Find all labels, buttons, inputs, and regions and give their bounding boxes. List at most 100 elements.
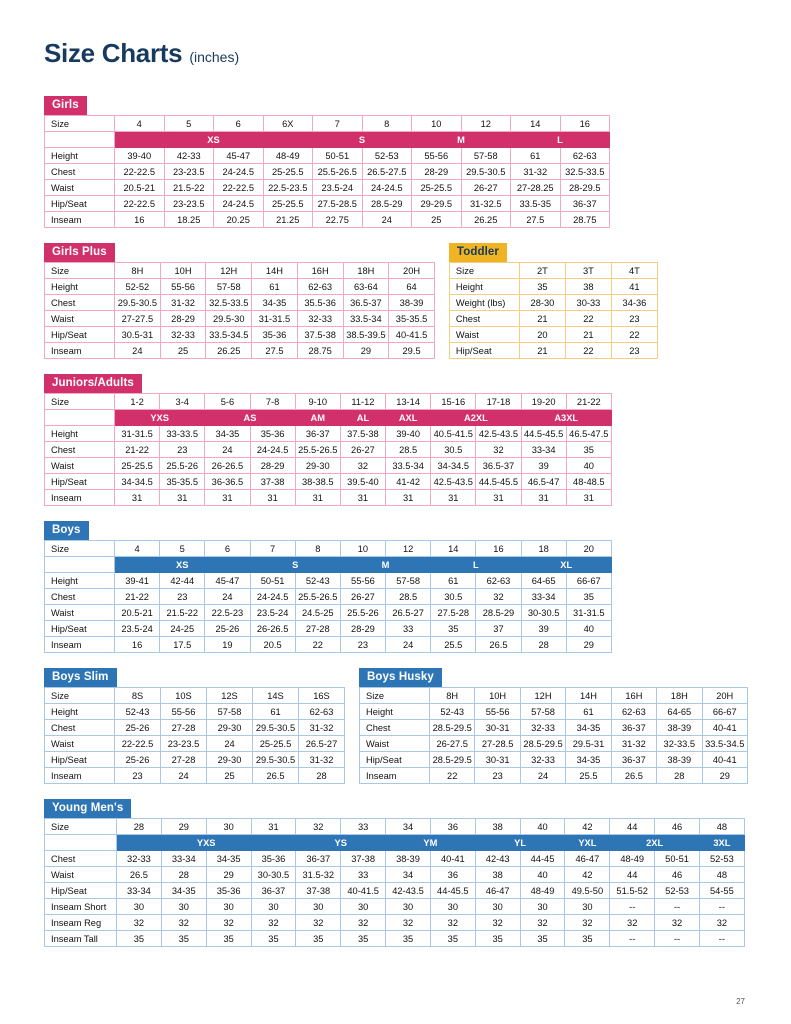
measurement-cell: 29.5 <box>388 342 435 359</box>
measurement-cell: 30 <box>519 898 566 915</box>
measurement-cell: 29 <box>701 767 748 784</box>
table-row: Height 52-52 55-56 57-58 61 62-63 63-64 64 <box>44 278 435 295</box>
measurement-cell: 32 <box>475 441 522 458</box>
table-block-girls-plus: Girls Plus Size 8H 10H 12H 14H 16H 18H 20H Heigh… <box>44 242 435 359</box>
table-block-boys-husky: Boys Husky Size 8H 10H 12H 14H 16H 18H 20H Heigh… <box>359 667 748 784</box>
row-label-size: Size <box>359 687 430 704</box>
row-label: Chest <box>448 310 520 327</box>
measurement-cell: 21-22 <box>113 588 161 605</box>
measurement-cell: 25.5 <box>430 636 477 653</box>
table-caption-girls: Girls <box>44 96 87 115</box>
row-label-size: Size <box>44 262 115 279</box>
size-band-cell: XS <box>114 131 313 148</box>
measurement-cell: -- <box>654 898 700 915</box>
measurement-cell: 36-37 <box>295 850 342 867</box>
measurement-cell: 28 <box>298 767 345 784</box>
size-band-cell: AXL <box>385 409 432 426</box>
measurement-cell: 25-25.5 <box>113 457 161 474</box>
measurement-cell: 63-64 <box>342 278 390 295</box>
table-header-row: Size 4 5 6 6X 7 8 10 12 14 16 <box>44 115 610 132</box>
measurement-cell: 25-25.5 <box>262 163 313 180</box>
size-header-cell: 6 <box>213 115 264 132</box>
table-caption-young-mens: Young Men's <box>44 799 132 818</box>
measurement-cell: 40-41 <box>429 850 476 867</box>
measurement-cell: 22 <box>428 767 476 784</box>
measurement-cell: 30-30.5 <box>520 604 567 621</box>
size-table-toddler: Size 2T 3T 4T Height 35 38 41 Weight (lbs) 28-30 3… <box>448 262 658 359</box>
measurement-cell: 35.5-36 <box>296 294 344 311</box>
size-header-cell: 12 <box>460 115 511 132</box>
measurement-cell: 57-58 <box>519 703 567 720</box>
measurement-cell: 48-48.5 <box>565 473 612 490</box>
measurement-cell: 27-28 <box>160 751 207 768</box>
measurement-cell: 38-39 <box>656 751 703 768</box>
measurement-cell: 33-34 <box>520 441 567 458</box>
measurement-cell: 25.5-26.5 <box>294 441 341 458</box>
measurement-cell: 36-37 <box>559 195 610 212</box>
measurement-cell: 28-29.5 <box>559 179 610 196</box>
measurement-cell: 62-63 <box>559 147 610 164</box>
measurement-cell: 33.5-35 <box>510 195 561 212</box>
size-band-cell: L <box>510 131 610 148</box>
measurement-cell: 34-35 <box>565 751 612 768</box>
size-band-row: YXS AS AM AL AXL A2XL A3XL <box>44 409 612 426</box>
measurement-cell: 30.5 <box>430 441 477 458</box>
measurement-cell: 61 <box>510 147 561 164</box>
measurement-cell: 28.75 <box>296 342 344 359</box>
measurement-cell: 40 <box>519 866 566 883</box>
measurement-cell: 57-58 <box>206 703 253 720</box>
row-label: Waist <box>44 604 115 621</box>
table-row: Chest 32-33 33-34 34-35 35-36 36-37 37-38 38-39… <box>44 850 745 867</box>
measurement-cell: 22 <box>564 310 612 327</box>
measurement-cell: 61 <box>252 703 299 720</box>
measurement-cell: 40.5-41.5 <box>430 425 477 442</box>
table-caption-toddler: Toddler <box>448 243 507 262</box>
measurement-cell: 46-47 <box>474 882 521 899</box>
table-caption-boys: Boys <box>44 521 89 540</box>
size-band-row: XS S M L <box>44 131 610 148</box>
measurement-cell: 46.5-47 <box>520 473 567 490</box>
measurement-cell: 25-26 <box>114 751 161 768</box>
size-header-cell: 48 <box>698 818 745 835</box>
measurement-cell: 30.5-31 <box>114 326 161 343</box>
table-block-boys: Boys Size 4 5 6 7 8 10 12 14 16 18 20 XS S M L XL Height 3… <box>44 520 747 653</box>
size-band-cell: XS <box>114 556 251 573</box>
measurement-cell: 35 <box>340 930 387 947</box>
measurement-cell: 32 <box>519 914 566 931</box>
size-header-cell: 14 <box>510 115 561 132</box>
measurement-cell: 35 <box>565 588 612 605</box>
measurement-cell: 35 <box>385 930 431 947</box>
measurement-cell: 38-39 <box>388 294 435 311</box>
measurement-cell: 35-36 <box>205 882 252 899</box>
size-header-cell: 10H <box>159 262 207 279</box>
row-label: Height <box>44 278 115 295</box>
measurement-cell: -- <box>609 898 656 915</box>
measurement-cell: 36.5-37 <box>475 457 522 474</box>
size-header-cell: 12 <box>385 540 432 557</box>
measurement-cell: 31-32 <box>298 751 345 768</box>
table-row: Inseam 16 17.5 19 20.5 22 23 24 25.5 26.5 28 29 <box>44 636 612 653</box>
row-label: Chest <box>44 588 115 605</box>
measurement-cell: 28 <box>160 866 207 883</box>
band-row-spacer <box>44 131 115 148</box>
size-header-cell: 16S <box>298 687 345 704</box>
measurement-cell: 34 <box>385 866 431 883</box>
measurement-cell: 25-25.5 <box>411 179 462 196</box>
measurement-cell: 57-58 <box>205 278 253 295</box>
measurement-cell: 31-32 <box>159 294 207 311</box>
measurement-cell: 20.25 <box>213 211 264 228</box>
table-header-row: Size 1-2 3-4 5-6 7-8 9-10 11-12 13-14 15-16 17-18… <box>44 393 612 410</box>
measurement-cell: 32-33 <box>159 326 207 343</box>
size-header-cell: 31 <box>250 818 297 835</box>
table-row: Inseam Tall 35 35 35 35 35 35 35 35 35 35 35 -- -- -- <box>44 930 745 947</box>
size-band-cell: 3XL <box>698 834 745 851</box>
measurement-cell: 36-37 <box>294 425 341 442</box>
table-row: Inseam 16 18.25 20.25 21.25 22.75 24 25 26.25 27.… <box>44 211 610 228</box>
measurement-cell: 18.25 <box>163 211 214 228</box>
measurement-cell: 28.5-29.5 <box>519 735 567 752</box>
measurement-cell: 32 <box>116 914 162 931</box>
measurement-cell: 22.75 <box>312 211 363 228</box>
measurement-cell: 33-33.5 <box>159 425 206 442</box>
table-caption-boys-slim: Boys Slim <box>44 668 117 687</box>
